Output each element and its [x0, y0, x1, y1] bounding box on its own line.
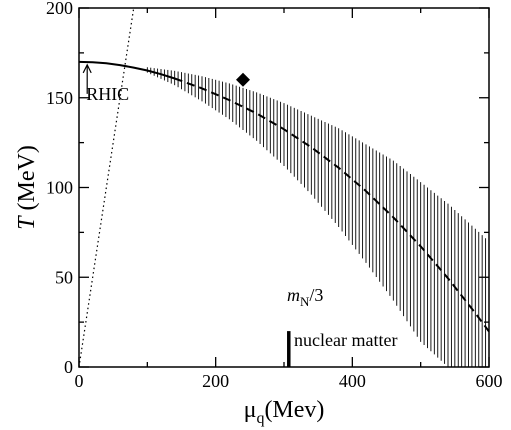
y-tick-label: 50 [55, 267, 73, 287]
x-tick-label: 600 [476, 371, 503, 391]
ticks-group: 0 200 400 600 0 50 100 150 200 [46, 0, 503, 391]
x-axis-title-main: μ [244, 397, 257, 423]
y-tick-label: 150 [46, 88, 73, 108]
x-tick-label: 0 [75, 371, 84, 391]
rhic-arrow-head [82, 63, 92, 74]
series-group [79, 8, 489, 367]
series-line-solid [79, 60, 175, 80]
mn-label: mN/3 [287, 285, 323, 309]
series-line-dotted [79, 8, 135, 367]
y-axis-title: T (MeV) [14, 145, 40, 230]
y-axis-title-unit: (MeV) [14, 145, 40, 216]
y-tick-label: 200 [46, 0, 73, 18]
x-axis-title-unit: (Mev) [264, 397, 324, 423]
x-axis-title: μq(Mev) [244, 397, 325, 427]
mn-rest: /3 [309, 285, 323, 305]
mn-main: m [287, 285, 300, 305]
y-tick-label: 100 [46, 178, 73, 198]
nuclear-matter-label: nuclear matter [294, 330, 397, 350]
points-group [236, 72, 250, 87]
y-tick-label: 0 [64, 357, 73, 377]
mn-subscript: N [300, 294, 310, 309]
series-line-dashed [174, 77, 489, 333]
x-axis-title-sub: q [256, 410, 264, 427]
x-tick-label: 200 [202, 371, 229, 391]
uncertainty-band [146, 67, 489, 367]
x-tick-label: 400 [339, 371, 366, 391]
y-axis-title-main: T [14, 215, 40, 230]
rhic-arrow [82, 63, 92, 94]
rhic-label: RHIC [86, 84, 129, 104]
diamond-point [236, 72, 250, 87]
